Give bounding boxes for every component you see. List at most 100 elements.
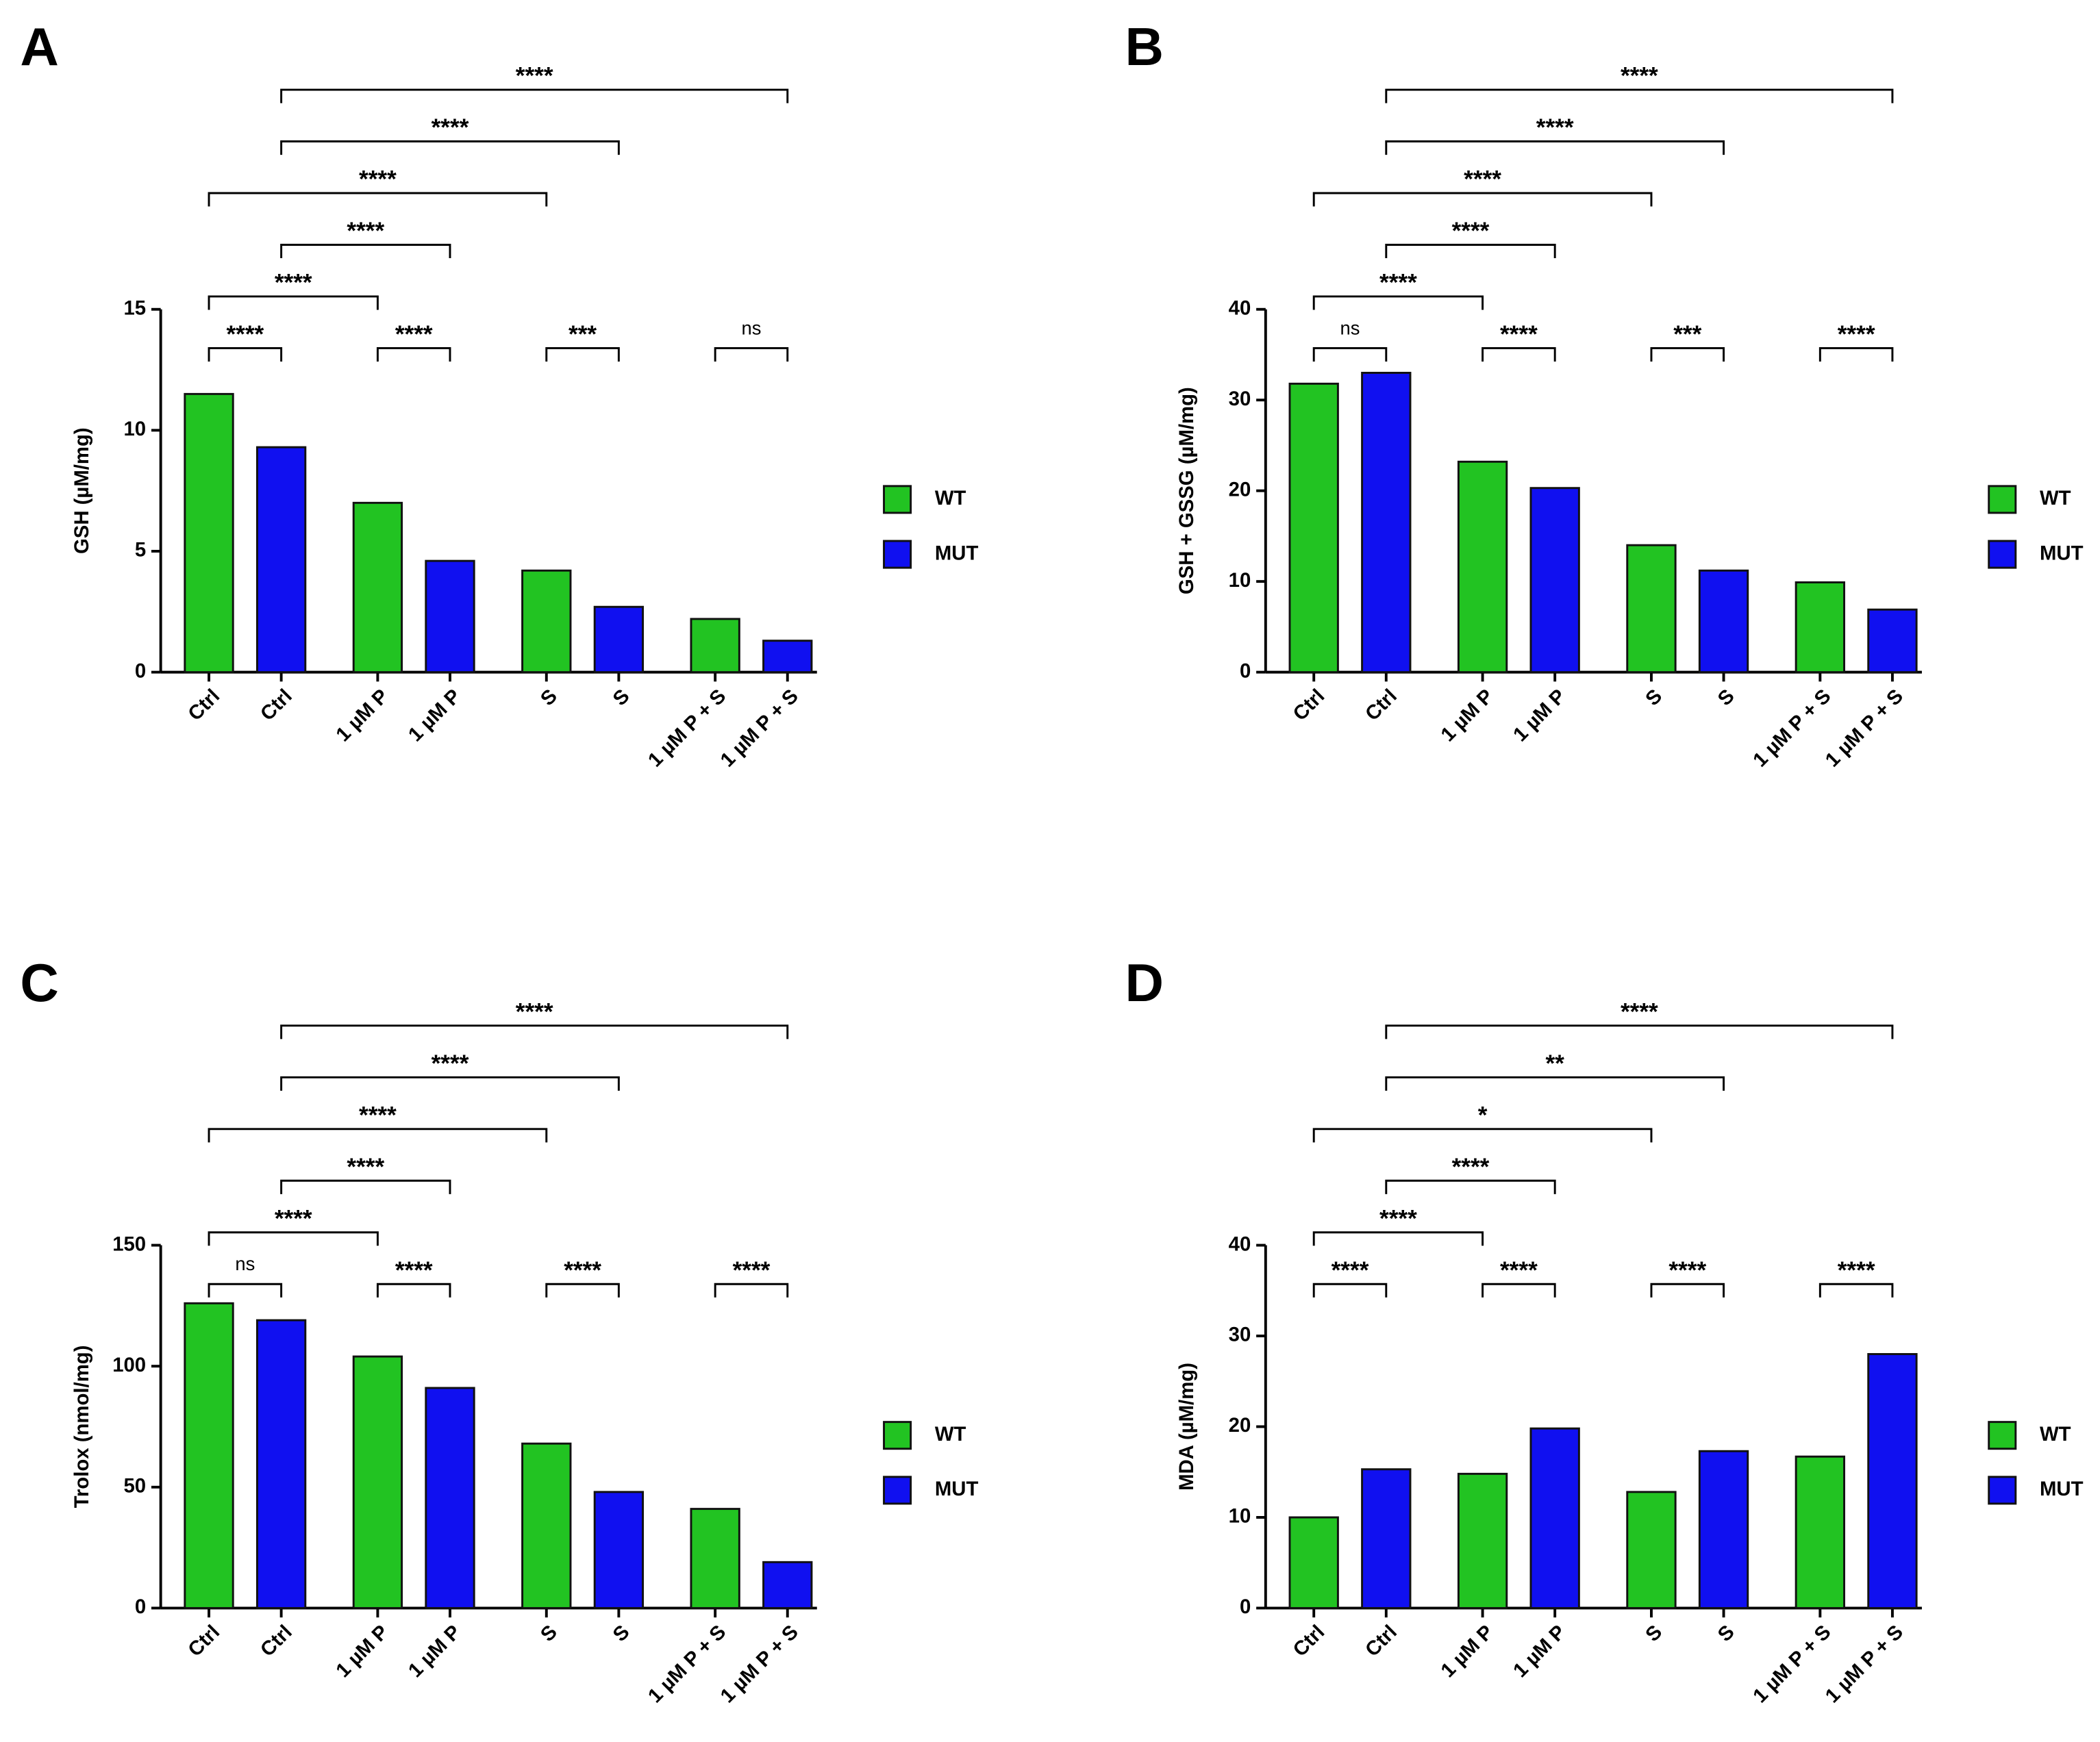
x-tick-label: S (536, 685, 562, 710)
y-tick-label: 50 (124, 1475, 147, 1498)
bar (1698, 569, 1749, 674)
significance-bracket (545, 1283, 620, 1298)
significance-label: *** (568, 321, 597, 348)
y-tick-label: 10 (1229, 569, 1251, 592)
significance-bracket (1312, 346, 1388, 362)
bar (425, 559, 475, 674)
legend-label: WT (935, 487, 966, 509)
significance-label: **** (347, 1154, 384, 1181)
x-tick-label: 1 µM P (1436, 685, 1497, 746)
significance-bracket (1385, 1179, 1556, 1194)
legend-swatch (1988, 485, 2017, 514)
significance-label: **** (1332, 1257, 1369, 1284)
significance-label: **** (395, 321, 433, 348)
x-tick-label: S (536, 1621, 562, 1646)
significance-bracket (1650, 1283, 1725, 1298)
x-tick-label: Ctrl (1288, 1621, 1329, 1661)
significance-bracket (1312, 1283, 1388, 1298)
significance-bracket (208, 346, 283, 362)
legend-label: WT (935, 1423, 966, 1446)
significance-label: ns (1340, 317, 1360, 338)
x-tick-label: 1 µM P (404, 685, 465, 746)
significance-bracket (280, 88, 789, 103)
bar (1457, 1472, 1508, 1609)
panel-label: A (20, 16, 58, 77)
bar (425, 1387, 475, 1609)
y-tick-label: 0 (135, 659, 146, 682)
significance-bracket (1818, 1283, 1894, 1298)
significance-bracket (1650, 346, 1725, 362)
significance-bracket (1385, 1024, 1894, 1039)
y-tick-label: 0 (135, 1595, 146, 1618)
significance-bracket (280, 140, 620, 155)
y-tick-label: 15 (124, 296, 147, 319)
significance-label: **** (275, 1205, 312, 1232)
y-tick-label: 40 (1229, 1233, 1251, 1255)
bar (184, 392, 234, 674)
significance-bracket (1385, 244, 1556, 259)
x-tick-label: Ctrl (1361, 1621, 1401, 1661)
significance-bracket (280, 1076, 620, 1091)
bar (255, 1319, 307, 1609)
significance-label: **** (1452, 218, 1490, 244)
x-tick-label: Ctrl (256, 685, 297, 725)
x-tick-label: 1 µM P + S (1821, 685, 1908, 772)
x-tick-label: 1 µM P (332, 685, 392, 746)
legend-label: MUT (2040, 542, 2084, 564)
legend-label: WT (2040, 1423, 2071, 1446)
significance-bracket (1312, 192, 1653, 207)
significance-label: ns (742, 317, 762, 338)
significance-label: **** (1500, 1257, 1538, 1284)
significance-bracket (1385, 88, 1894, 103)
significance-label: **** (1668, 1257, 1706, 1284)
y-tick-label: 20 (1229, 478, 1251, 501)
significance-label: **** (1452, 1154, 1490, 1181)
y-tick-label: 0 (1240, 1595, 1251, 1618)
significance-bracket (1385, 1076, 1725, 1091)
x-tick-label: S (1714, 1621, 1739, 1646)
bar (1529, 1427, 1580, 1609)
significance-label: **** (564, 1257, 601, 1284)
bar (1795, 1455, 1845, 1609)
bar (1867, 608, 1918, 674)
significance-label: **** (1838, 1257, 1875, 1284)
bar (1288, 1516, 1339, 1609)
bar (352, 1355, 403, 1609)
x-tick-label: Ctrl (184, 1621, 224, 1661)
significance-bracket (376, 1283, 451, 1298)
significance-label: **** (347, 218, 384, 244)
significance-label: **** (226, 321, 264, 348)
x-tick-label: Ctrl (1361, 685, 1401, 725)
significance-bracket (545, 346, 620, 362)
significance-bracket (1312, 1128, 1653, 1143)
bar (1626, 1491, 1677, 1609)
significance-label: **** (432, 114, 469, 141)
y-tick-label: 0 (1240, 659, 1251, 682)
significance-bracket (208, 1231, 379, 1246)
x-tick-label: 1 µM P (1436, 1621, 1497, 1682)
x-tick-label: 1 µM P + S (1749, 685, 1836, 772)
significance-label: **** (359, 166, 397, 193)
y-tick-label: 20 (1229, 1414, 1251, 1437)
significance-bracket (208, 1128, 548, 1143)
y-axis-label: MDA (µM/mg) (1175, 1363, 1198, 1491)
bar (1698, 1450, 1749, 1609)
bar (1867, 1353, 1918, 1609)
significance-bracket (1818, 346, 1894, 362)
legend-swatch (1988, 1421, 2017, 1450)
significance-bracket (208, 192, 548, 207)
x-tick-label: S (608, 1621, 634, 1646)
legend-swatch (883, 485, 912, 514)
y-axis-label: GSH + GSSG (µM/mg) (1175, 387, 1198, 594)
bar (1361, 1468, 1412, 1609)
y-tick-label: 5 (135, 539, 146, 561)
significance-label: **** (1536, 114, 1574, 141)
significance-bracket (208, 295, 379, 310)
significance-label: **** (1379, 270, 1417, 296)
bar (184, 1302, 234, 1609)
x-tick-label: 1 µM P + S (1749, 1621, 1836, 1708)
significance-label: **** (359, 1102, 397, 1128)
